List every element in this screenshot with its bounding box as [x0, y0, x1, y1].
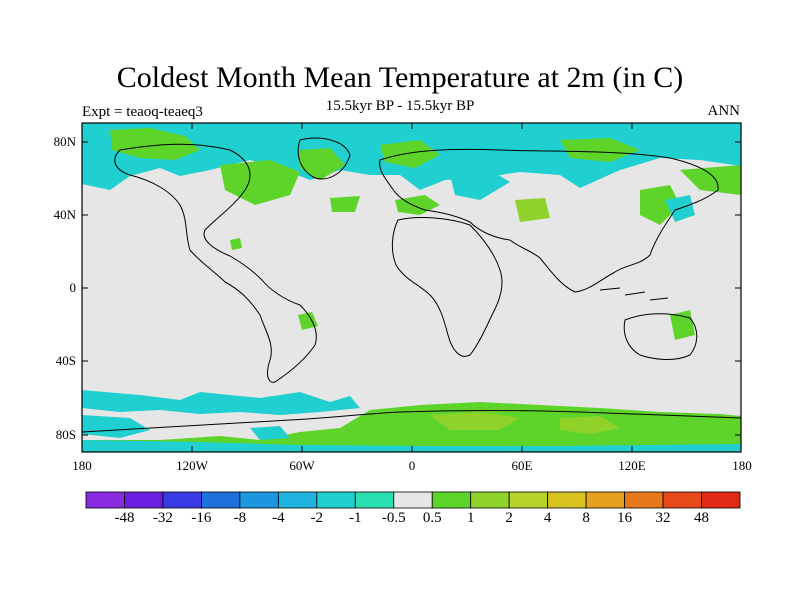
map-title: Coldest Month Mean Temperature at 2m (in…: [116, 61, 684, 94]
southern-anomaly-field: [82, 238, 741, 452]
lon-label-60e: 60E: [511, 458, 533, 473]
colorbar: [85, 491, 741, 509]
lon-label-120e: 120E: [618, 458, 646, 473]
africa-outline: [391, 217, 503, 357]
colorbar-swatch: [470, 491, 510, 509]
colorbar-swatch: [585, 491, 625, 509]
colorbar-swatch: [393, 491, 433, 509]
colorbar-tick-label: -2: [310, 510, 324, 526]
colorbar-swatch: [547, 491, 587, 509]
lat-label-0: 0: [69, 280, 77, 295]
lat-label-40s: 40S: [55, 353, 76, 368]
lon-label-0: 0: [408, 458, 416, 473]
colorbar-tick-label: -32: [152, 510, 173, 526]
lat-label-80s: 80S: [55, 427, 76, 442]
colorbar-swatch: [201, 491, 241, 509]
axis-ticks: [82, 123, 741, 452]
lon-label-180e: 180: [732, 458, 752, 473]
colorbar-swatch: [277, 491, 318, 509]
colorbar-tick-label: 2: [505, 510, 513, 526]
colorbar-tick-label: -8: [233, 510, 247, 526]
colorbar-tick-label: -16: [191, 510, 212, 526]
colorbar-tick-label: 4: [543, 510, 552, 526]
colorbar-tick-label: 16: [617, 510, 633, 526]
lon-label-60w: 60W: [289, 458, 315, 473]
colorbar-tick-label: 1: [466, 510, 475, 526]
colorbar-swatch: [316, 491, 356, 509]
lat-label-40n: 40N: [53, 207, 76, 222]
colorbar-swatch: [431, 491, 472, 509]
australia-outline: [623, 313, 698, 360]
colorbar-tick-label: -4: [272, 510, 285, 526]
colorbar-tick-label: -1: [349, 510, 362, 526]
season-label: ANN: [707, 103, 741, 119]
antarctica-outline: [81, 410, 742, 433]
northern-anomaly-field: [82, 123, 741, 225]
colorbar-tick-label: 8: [582, 510, 590, 526]
colorbar-swatch: [124, 491, 164, 509]
colorbar-swatch: [624, 491, 664, 509]
colorbar-tick-label: 0.5: [422, 510, 442, 526]
experiment-label: Expt = teaoq-teaeq3: [82, 104, 203, 120]
greenland-outline: [297, 137, 351, 180]
colorbar-swatch: [508, 491, 549, 509]
lon-label-120w: 120W: [176, 458, 208, 473]
colorbar-swatch: [85, 491, 125, 509]
colorbar-tick-label: -0.5: [381, 510, 406, 526]
period-label: 15.5kyr BP - 15.5kyr BP: [325, 98, 475, 114]
indonesia-outline: [599, 287, 669, 301]
coastlines: [81, 137, 742, 433]
north-america-outline: [114, 143, 317, 383]
colorbar-tick-label: -48: [114, 510, 135, 526]
colorbar-swatch: [701, 491, 741, 509]
colorbar-tick-label: 48: [694, 510, 710, 526]
lon-label-180w: 180: [72, 458, 92, 473]
colorbar-swatch: [354, 491, 395, 509]
eurasia-outline: [379, 148, 719, 293]
colorbar-swatch: [162, 491, 202, 509]
colorbar-swatch: [239, 491, 279, 509]
lat-label-80n: 80N: [53, 134, 76, 149]
colorbar-tick-label: 32: [655, 510, 671, 526]
colorbar-swatch: [662, 491, 702, 509]
